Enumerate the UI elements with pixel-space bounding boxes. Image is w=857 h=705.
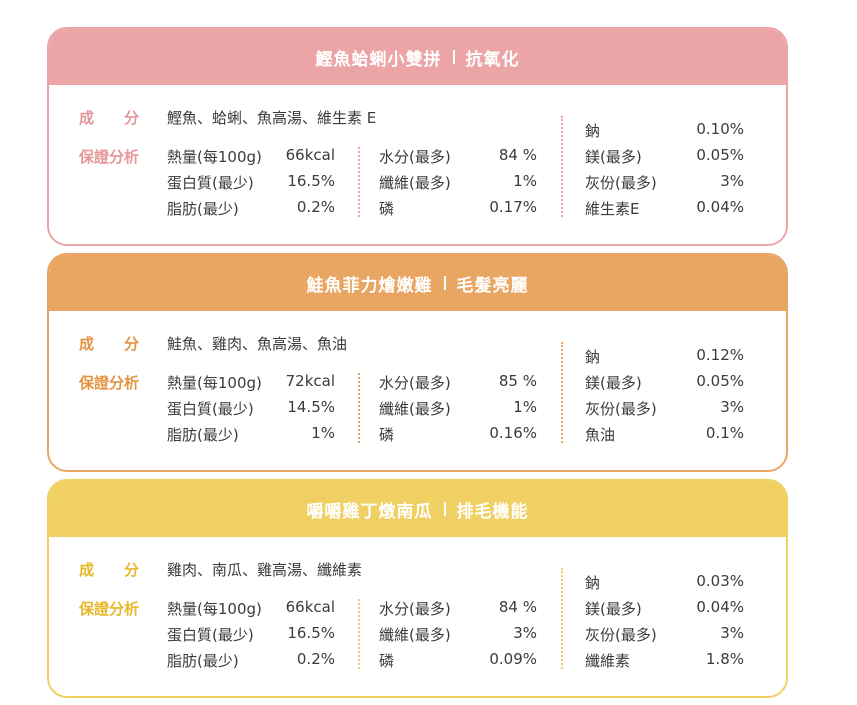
guarantee-label: 保證分析 [79,148,140,166]
nutrient-name: 熱量(每100g) [167,600,262,618]
column-divider [358,599,360,669]
nutrient-name: 蛋白質(最少) [167,400,254,418]
nutrient-value: 0.2% [296,198,335,216]
nutrient-name: 水分(最多) [379,148,451,166]
nutrient-name: 鎂(最多) [585,148,642,166]
ingredients-text: 雞肉、南瓜、雞高湯、纖維素 [167,561,363,579]
nutrient-value: 0.16% [489,424,537,442]
nutrient-value: 3% [720,172,744,190]
nutrient-name: 磷 [379,652,395,670]
nutrient-value: 14.5% [287,398,335,416]
product-title: 嚼嚼雞丁燉南瓜 [306,501,433,522]
nutrient-value: 85 % [498,372,537,390]
nutrient-value: 66kcal [285,146,335,164]
nutrient-name: 灰份(最多) [585,174,657,192]
nutrient-name: 維生素E [585,200,640,218]
nutrient-name: 纖維素 [585,652,631,670]
nutrient-name: 灰份(最多) [585,626,657,644]
product-benefit: 毛髮亮麗 [456,275,529,296]
nutrient-value: 0.03% [696,572,744,590]
column-divider [561,568,563,669]
column-divider [358,373,360,443]
nutrient-name: 鈉 [585,122,601,140]
nutrient-value: 0.12% [696,346,744,364]
product-card-1: 鰹魚蛤蜊小雙拼 抗氧化 成 分 鰹魚、蛤蜊、魚高湯、維生素 E 保證分析 熱量(… [47,27,788,246]
nutrient-name: 磷 [379,200,395,218]
nutrient-name: 水分(最多) [379,600,451,618]
nutrient-name: 纖維(最多) [379,174,451,192]
nutrient-value: 0.1% [705,424,744,442]
nutrient-value: 84 % [498,146,537,164]
nutrient-value: 16.5% [287,172,335,190]
nutrient-name: 蛋白質(最少) [167,174,254,192]
ingredients-text: 鮭魚、雞肉、魚高湯、魚油 [167,335,348,353]
nutrient-value: 1% [513,172,537,190]
nutrient-name: 纖維(最多) [379,626,451,644]
title-separator [443,276,446,290]
ingredients-text: 鰹魚、蛤蜊、魚高湯、維生素 E [167,109,377,127]
nutrient-name: 鎂(最多) [585,374,642,392]
nutrient-name: 鈉 [585,574,601,592]
nutrient-value: 0.04% [696,598,744,616]
nutrient-value: 72kcal [285,372,335,390]
title-separator [443,502,446,516]
nutrient-value: 66kcal [285,598,335,616]
column-divider [358,147,360,217]
title-separator [452,50,455,64]
product-title: 鰹魚蛤蜊小雙拼 [315,49,442,70]
product-card-2: 鮭魚菲力燴嫩雞 毛髮亮麗 成 分 鮭魚、雞肉、魚高湯、魚油 保證分析 熱量(每1… [47,253,788,472]
ingredients-label: 成 分 [79,561,140,579]
product-card-3: 嚼嚼雞丁燉南瓜 排毛機能 成 分 雞肉、南瓜、雞高湯、纖維素 保證分析 熱量(每… [47,479,788,698]
guarantee-label: 保證分析 [79,374,140,392]
nutrient-value: 1% [513,398,537,416]
nutrient-value: 0.17% [489,198,537,216]
nutrient-name: 灰份(最多) [585,400,657,418]
nutrient-value: 3% [513,624,537,642]
ingredients-label: 成 分 [79,335,140,353]
nutrient-name: 蛋白質(最少) [167,626,254,644]
nutrient-value: 16.5% [287,624,335,642]
nutrient-value: 0.05% [696,372,744,390]
product-benefit: 排毛機能 [456,501,529,522]
nutrient-name: 纖維(最多) [379,400,451,418]
column-divider [561,116,563,217]
nutrient-name: 鈉 [585,348,601,366]
nutrient-name: 脂肪(最少) [167,200,239,218]
nutrient-name: 鎂(最多) [585,600,642,618]
card-header: 鰹魚蛤蜊小雙拼 抗氧化 [49,29,786,85]
nutrient-value: 3% [720,398,744,416]
nutrient-name: 脂肪(最少) [167,426,239,444]
nutrient-name: 水分(最多) [379,374,451,392]
nutrient-value: 0.10% [696,120,744,138]
nutrient-value: 1% [311,424,335,442]
nutrient-value: 3% [720,624,744,642]
nutrient-value: 0.2% [296,650,335,668]
nutrient-value: 0.09% [489,650,537,668]
nutrient-name: 熱量(每100g) [167,374,262,392]
card-header: 嚼嚼雞丁燉南瓜 排毛機能 [49,481,786,537]
nutrient-value: 1.8% [705,650,744,668]
card-header: 鮭魚菲力燴嫩雞 毛髮亮麗 [49,255,786,311]
nutrient-name: 脂肪(最少) [167,652,239,670]
column-divider [561,342,563,443]
nutrient-value: 0.05% [696,146,744,164]
ingredients-label: 成 分 [79,109,140,127]
nutrient-value: 84 % [498,598,537,616]
product-benefit: 抗氧化 [465,49,520,70]
nutrient-name: 魚油 [585,426,616,444]
nutrient-name: 磷 [379,426,395,444]
product-title: 鮭魚菲力燴嫩雞 [306,275,433,296]
nutrient-name: 熱量(每100g) [167,148,262,166]
guarantee-label: 保證分析 [79,600,140,618]
nutrient-value: 0.04% [696,198,744,216]
